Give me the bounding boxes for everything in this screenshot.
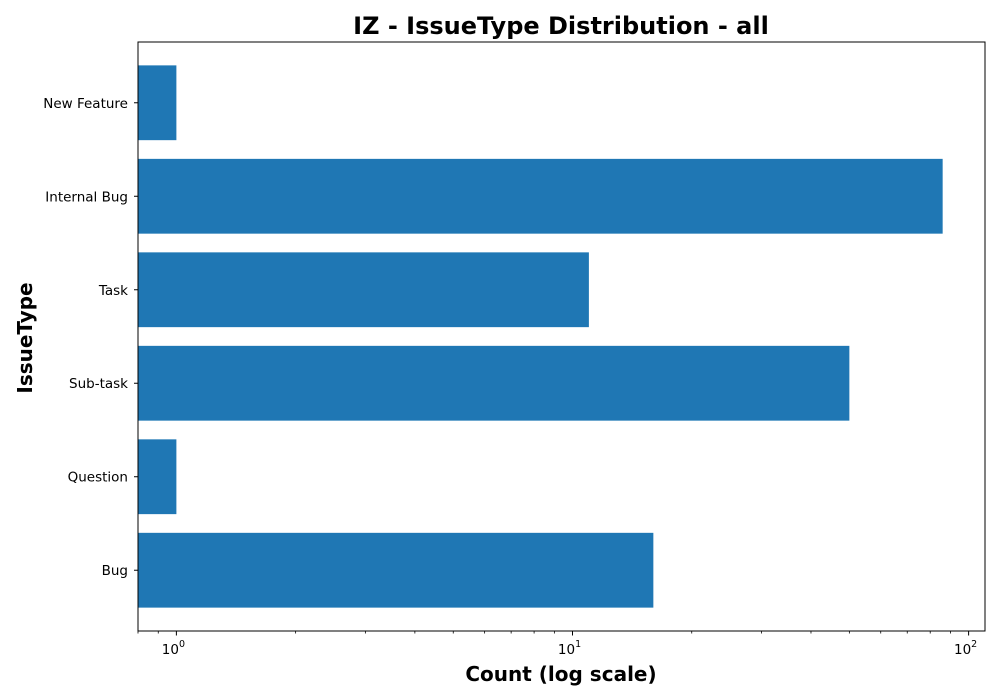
x-tick-label: 101 [558, 639, 581, 658]
bar-bug [138, 532, 654, 608]
x-tick-label: 100 [162, 639, 185, 658]
bar-internal-bug [138, 158, 943, 234]
x-tick-exponent: 2 [971, 639, 977, 650]
x-ticks-group: 100 101 102 [137, 631, 977, 658]
y-tick-label: Bug [102, 563, 128, 579]
bars-group [138, 65, 943, 608]
bar-question [138, 439, 177, 515]
plot-frame [137, 41, 986, 632]
y-axis-label: IssueType [13, 282, 37, 393]
y-tick-label: Sub-task [69, 376, 128, 392]
x-tick-base: 10 [162, 642, 179, 658]
x-tick-base: 10 [954, 642, 971, 658]
bar-new-feature [138, 65, 177, 141]
bar-sub-task [138, 345, 850, 421]
y-tick-label: Question [68, 470, 128, 486]
y-tick-label: Task [98, 283, 128, 299]
chart-title: IZ - IssueType Distribution - all [353, 12, 769, 40]
x-tick-base: 10 [558, 642, 575, 658]
x-tick-exponent: 1 [575, 639, 581, 650]
y-tick-label: Internal Bug [45, 189, 128, 205]
y-ticks-group: Bug Question Sub-task Task Internal Bug New F… [43, 96, 138, 579]
bar-task [138, 252, 589, 328]
x-tick-label: 102 [954, 639, 977, 658]
x-tick-exponent: 0 [179, 639, 185, 650]
x-axis-label: Count (log scale) [465, 662, 656, 686]
y-tick-label: New Feature [43, 96, 128, 112]
